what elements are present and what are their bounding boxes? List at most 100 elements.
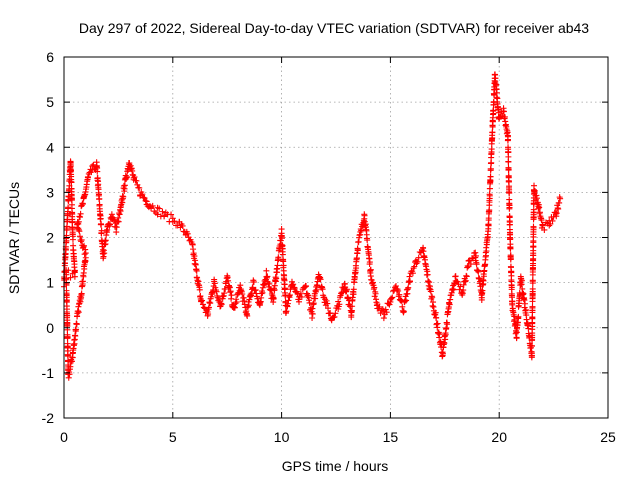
data-point xyxy=(233,298,240,305)
data-point xyxy=(528,350,535,357)
data-point xyxy=(388,295,395,302)
data-point xyxy=(161,212,168,219)
data-point xyxy=(463,273,470,280)
x-tick-label: 5 xyxy=(169,429,177,445)
data-point xyxy=(199,301,206,308)
data-point xyxy=(414,258,421,265)
data-point xyxy=(332,310,339,317)
data-point xyxy=(273,275,280,282)
data-point xyxy=(73,326,80,333)
data-point xyxy=(386,301,393,308)
data-point xyxy=(71,261,78,268)
data-point xyxy=(139,191,146,198)
x-tick-label: 15 xyxy=(383,429,399,445)
data-point xyxy=(69,270,76,277)
data-point xyxy=(193,267,200,274)
data-point xyxy=(156,205,163,212)
data-point xyxy=(420,248,427,255)
data-point xyxy=(324,300,331,307)
data-point xyxy=(115,218,122,225)
data-point xyxy=(98,221,105,228)
data-point xyxy=(297,290,304,297)
data-point xyxy=(228,292,235,299)
data-point xyxy=(75,303,82,310)
data-point xyxy=(506,221,513,228)
data-point xyxy=(364,237,371,244)
data-point xyxy=(392,283,399,290)
data-point xyxy=(291,284,298,291)
y-tick-label: -1 xyxy=(42,365,55,381)
data-point xyxy=(225,277,232,284)
data-point xyxy=(473,261,480,268)
x-tick-label: 10 xyxy=(274,429,290,445)
data-point xyxy=(73,321,80,328)
data-point xyxy=(119,199,126,206)
data-point xyxy=(81,251,88,258)
data-point xyxy=(231,304,238,311)
data-point xyxy=(200,304,207,311)
data-point xyxy=(205,304,212,311)
data-point xyxy=(415,254,422,261)
data-point xyxy=(252,286,259,293)
data-point xyxy=(76,233,83,240)
data-point xyxy=(492,75,499,82)
data-point xyxy=(79,245,86,252)
data-point xyxy=(488,146,495,153)
data-point xyxy=(312,295,319,302)
data-point xyxy=(506,204,513,211)
data-point xyxy=(530,224,537,231)
data-point xyxy=(196,286,203,293)
data-point xyxy=(227,288,234,295)
data-point xyxy=(121,182,128,189)
data-point xyxy=(399,303,406,310)
data-point xyxy=(489,123,496,130)
data-point xyxy=(371,284,378,291)
data-point xyxy=(367,266,374,273)
data-point xyxy=(484,233,491,240)
y-axis-label: SDTVAR / TECUs xyxy=(6,182,22,294)
data-point xyxy=(460,287,467,294)
data-point xyxy=(77,214,84,221)
data-point xyxy=(511,316,518,323)
data-point xyxy=(279,245,286,252)
data-point xyxy=(446,301,453,308)
data-point xyxy=(65,204,72,211)
data-point xyxy=(509,298,516,305)
data-point xyxy=(254,295,261,302)
data-point xyxy=(557,195,564,202)
data-point xyxy=(309,310,316,317)
data-point xyxy=(184,230,191,237)
data-point xyxy=(79,200,86,207)
data-point xyxy=(75,218,82,225)
data-point xyxy=(317,276,324,283)
plot-border xyxy=(63,56,609,419)
data-point xyxy=(539,222,546,229)
data-point xyxy=(97,215,104,222)
data-point xyxy=(441,340,448,347)
data-point xyxy=(222,285,229,292)
data-point xyxy=(94,168,101,175)
x-axis-label: GPS time / hours xyxy=(282,458,389,474)
data-point xyxy=(429,294,436,301)
data-point xyxy=(335,298,342,305)
data-point xyxy=(133,177,140,184)
data-point xyxy=(442,331,449,338)
x-tick-label: 25 xyxy=(600,429,616,445)
plot-frame xyxy=(63,56,609,419)
data-point xyxy=(250,278,257,285)
data-point xyxy=(434,320,441,327)
data-point xyxy=(452,273,459,280)
data-point xyxy=(82,250,89,257)
data-point xyxy=(493,89,500,96)
data-point xyxy=(349,303,356,310)
data-point xyxy=(483,248,490,255)
data-point xyxy=(485,222,492,229)
y-tick-label: 4 xyxy=(46,139,54,155)
data-point xyxy=(489,134,496,141)
data-point xyxy=(500,108,507,115)
data-point xyxy=(507,235,514,242)
data-point xyxy=(141,195,148,202)
data-point xyxy=(233,296,240,303)
